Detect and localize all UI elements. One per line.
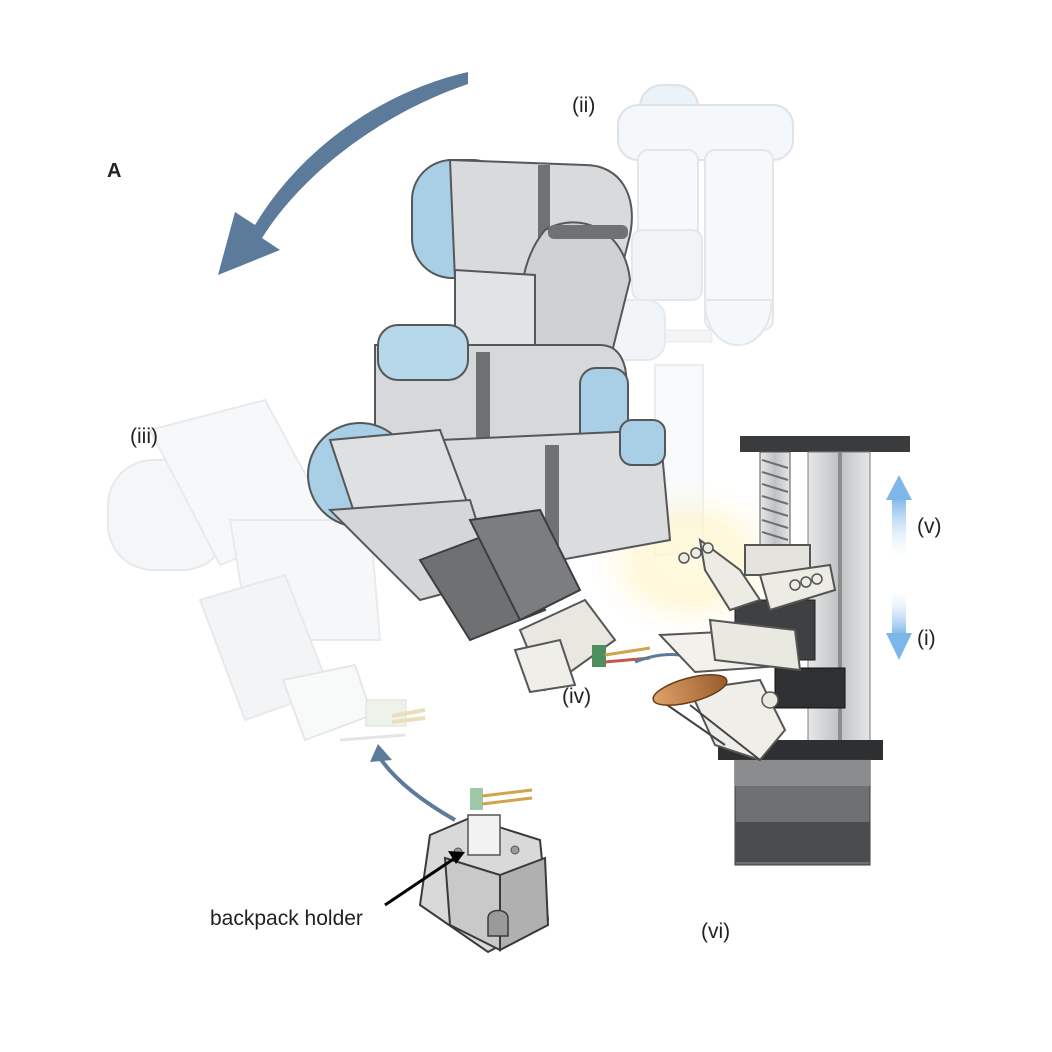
big-rotation-arrow: [218, 72, 468, 275]
pickup-arrow: [378, 756, 456, 822]
label-iii: (iii): [130, 425, 158, 448]
label-backpack-holder: backpack holder: [210, 907, 363, 930]
ghost-robot-position-iii: [107, 398, 426, 742]
label-ii: (ii): [572, 94, 596, 117]
panel-label: A: [107, 160, 122, 182]
insect: [652, 674, 728, 706]
ghost-robot-position-ii: [604, 84, 794, 556]
label-i: (i): [917, 627, 936, 650]
label-v: (v): [917, 515, 942, 538]
label-iv: (iv): [562, 685, 592, 708]
backpack-holder-pointer: [384, 856, 456, 907]
linear-stage: [652, 436, 910, 866]
label-vi: (vi): [701, 920, 731, 943]
robot-arm: [307, 158, 672, 694]
down-arrow-i: [886, 590, 912, 660]
up-arrow-v: [886, 475, 912, 558]
